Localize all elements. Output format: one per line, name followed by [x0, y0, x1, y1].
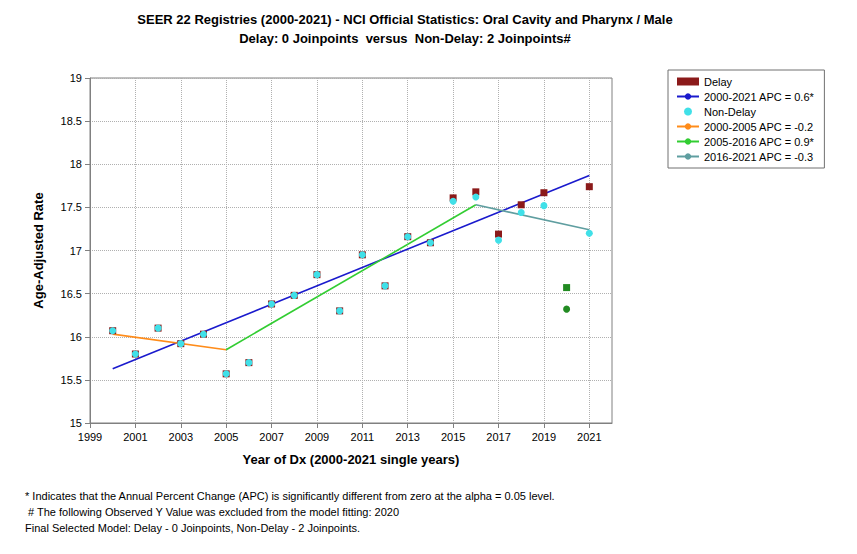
svg-text:2003: 2003	[169, 431, 193, 443]
svg-text:17: 17	[70, 245, 82, 257]
svg-text:2016-2021 APC = -0.3: 2016-2021 APC = -0.3	[704, 151, 813, 163]
svg-text:* Indicates that the Annual Pe: * Indicates that the Annual Percent Chan…	[25, 490, 555, 502]
svg-text:18: 18	[70, 158, 82, 170]
svg-text:2019: 2019	[532, 431, 556, 443]
svg-text:15: 15	[70, 417, 82, 429]
svg-text:Year of Dx (2000-2021 single y: Year of Dx (2000-2021 single years)	[243, 452, 460, 467]
svg-text:2000-2005 APC = -0.2: 2000-2005 APC = -0.2	[704, 121, 813, 133]
svg-text:Final Selected Model: Delay -: Final Selected Model: Delay - 0 Joinpoin…	[25, 522, 360, 534]
svg-text:2013: 2013	[395, 431, 419, 443]
svg-text:2015: 2015	[441, 431, 465, 443]
svg-text:2005: 2005	[214, 431, 238, 443]
svg-text:1999: 1999	[78, 431, 102, 443]
svg-text:17.5: 17.5	[61, 201, 82, 213]
svg-text:Non-Delay: Non-Delay	[704, 106, 756, 118]
svg-text:Delay: 0 Joinpoints versus N: Delay: 0 Joinpoints versus Non-Delay: 2 …	[239, 31, 571, 46]
svg-text:15.5: 15.5	[61, 374, 82, 386]
svg-text:2005-2016 APC = 0.9*: 2005-2016 APC = 0.9*	[704, 136, 814, 148]
svg-text:2007: 2007	[259, 431, 283, 443]
svg-text:SEER 22 Registries (2000-2021): SEER 22 Registries (2000-2021) - NCI Off…	[137, 12, 672, 27]
svg-text:# The following Observed Y Val: # The following Observed Y Value was exc…	[25, 506, 399, 518]
svg-text:Age-Adjusted Rate: Age-Adjusted Rate	[31, 192, 46, 308]
svg-text:18.5: 18.5	[61, 115, 82, 127]
svg-text:16: 16	[70, 331, 82, 343]
svg-text:2009: 2009	[305, 431, 329, 443]
svg-text:19: 19	[70, 72, 82, 84]
svg-text:2001: 2001	[123, 431, 147, 443]
svg-text:Delay: Delay	[704, 76, 733, 88]
svg-text:2011: 2011	[351, 431, 375, 443]
svg-text:2017: 2017	[486, 431, 510, 443]
svg-text:16.5: 16.5	[61, 288, 82, 300]
svg-text:2000-2021 APC = 0.6*: 2000-2021 APC = 0.6*	[704, 91, 814, 103]
svg-text:2021: 2021	[577, 431, 601, 443]
